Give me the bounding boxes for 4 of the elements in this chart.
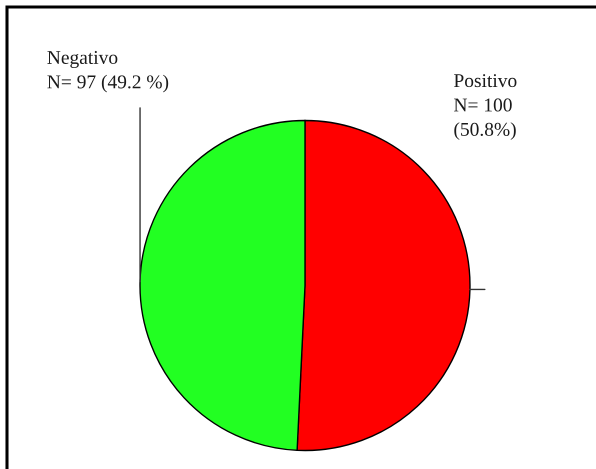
data-label: N= 97 (49.2 %)	[47, 74, 168, 92]
data-label: N= 100 (50.8%)	[454, 98, 516, 140]
slice-label: Negativo	[47, 50, 118, 68]
slice-label: Positivo	[454, 74, 516, 88]
